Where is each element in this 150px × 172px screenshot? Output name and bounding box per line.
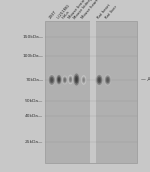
Ellipse shape: [106, 77, 110, 83]
Ellipse shape: [51, 78, 53, 82]
Text: 40kDa—: 40kDa—: [25, 114, 44, 118]
Text: Mouse brain: Mouse brain: [68, 0, 86, 20]
Ellipse shape: [95, 73, 103, 86]
Ellipse shape: [97, 76, 101, 84]
Ellipse shape: [74, 73, 79, 85]
Text: Mouse heart: Mouse heart: [81, 0, 99, 20]
Ellipse shape: [62, 76, 68, 84]
Ellipse shape: [75, 77, 78, 82]
Ellipse shape: [96, 75, 102, 85]
Text: 70kDa—: 70kDa—: [25, 78, 44, 82]
Ellipse shape: [49, 75, 55, 85]
Ellipse shape: [83, 79, 84, 81]
Ellipse shape: [81, 75, 86, 85]
Ellipse shape: [48, 74, 56, 86]
Text: Rat heart: Rat heart: [96, 3, 111, 20]
Bar: [45, 21, 137, 163]
Ellipse shape: [98, 78, 101, 82]
Text: Rat liver: Rat liver: [105, 5, 118, 20]
Text: 150kDa—: 150kDa—: [22, 35, 44, 39]
Text: HeLa: HeLa: [62, 10, 71, 20]
Bar: [90, 21, 96, 163]
Ellipse shape: [105, 75, 111, 85]
Ellipse shape: [70, 78, 71, 81]
Ellipse shape: [75, 75, 78, 84]
Ellipse shape: [56, 75, 61, 84]
Ellipse shape: [73, 72, 80, 87]
Ellipse shape: [63, 78, 66, 82]
Text: 293T: 293T: [49, 10, 58, 20]
Ellipse shape: [104, 74, 111, 86]
Ellipse shape: [107, 78, 109, 82]
Ellipse shape: [63, 76, 67, 84]
Text: Mouse kidney: Mouse kidney: [74, 0, 94, 20]
Ellipse shape: [69, 77, 72, 82]
Ellipse shape: [82, 76, 86, 84]
Text: — AIF: — AIF: [141, 77, 150, 83]
Ellipse shape: [56, 74, 62, 85]
Text: 25kDa—: 25kDa—: [25, 140, 44, 144]
Text: U-251MG: U-251MG: [56, 3, 71, 20]
Ellipse shape: [82, 77, 85, 83]
Ellipse shape: [58, 78, 60, 81]
Ellipse shape: [50, 77, 54, 83]
Ellipse shape: [68, 76, 73, 83]
Text: 50kDa—: 50kDa—: [25, 99, 44, 103]
Ellipse shape: [68, 75, 73, 84]
Ellipse shape: [57, 76, 61, 83]
Ellipse shape: [64, 79, 66, 81]
Text: 100kDa—: 100kDa—: [22, 54, 44, 58]
